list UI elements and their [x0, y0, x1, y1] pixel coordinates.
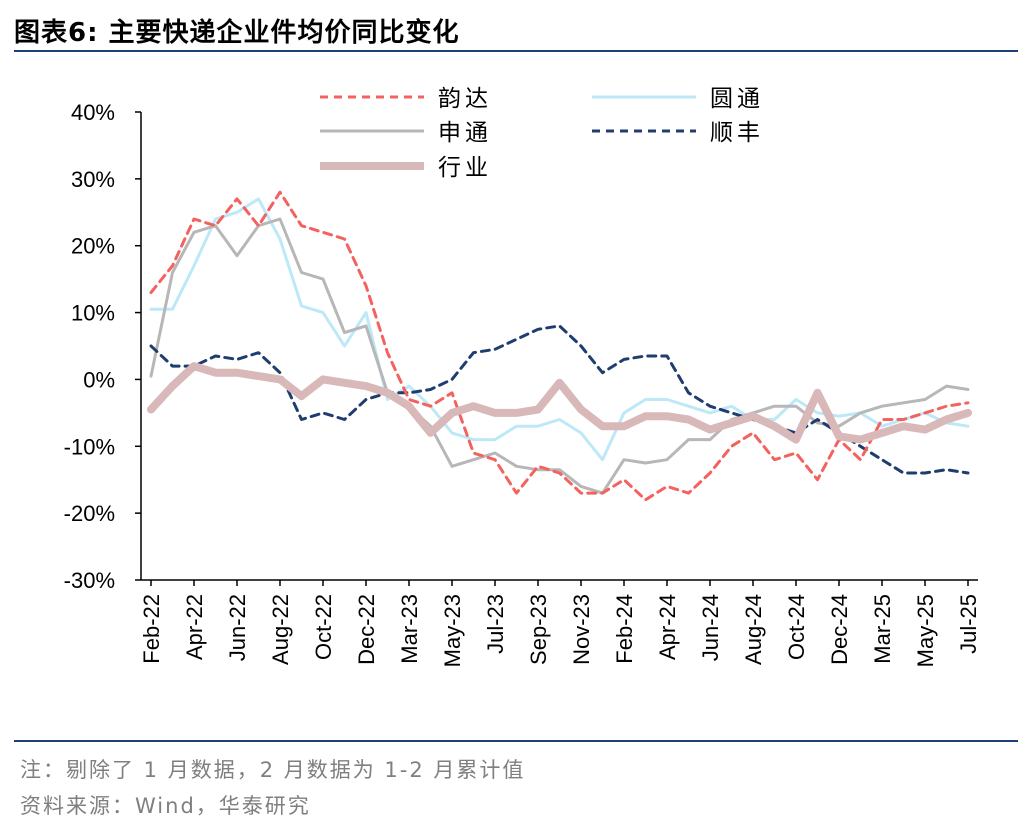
- x-tick-label: Aug-24: [741, 594, 766, 665]
- series-line-2: [149, 217, 970, 495]
- y-tick-label: 30%: [71, 167, 115, 192]
- series-line-4: [147, 362, 972, 444]
- x-tick-label: Feb-24: [612, 594, 637, 664]
- x-tick-label: Apr-24: [655, 594, 680, 660]
- x-tick-label: Dec-24: [827, 594, 852, 665]
- y-tick-label: 40%: [71, 100, 115, 125]
- x-tick-label: Jun-22: [225, 594, 250, 661]
- x-tick-label: Oct-22: [311, 594, 336, 660]
- footer-rule: [14, 740, 1018, 742]
- y-tick-label: -10%: [64, 434, 115, 459]
- legend-label: 行业: [438, 155, 492, 181]
- y-tick-label: 0%: [83, 367, 115, 392]
- x-tick-label: Oct-24: [784, 594, 809, 660]
- x-tick-label: Mar-23: [397, 594, 422, 664]
- series-line-3: [149, 324, 970, 475]
- x-tick-label: Jun-24: [698, 594, 723, 661]
- x-tick-label: Sep-23: [526, 594, 551, 665]
- series-line-0: [149, 190, 970, 502]
- x-tick-label: May-23: [440, 594, 465, 667]
- legend-label: 申通: [438, 120, 492, 146]
- chart-series-lines: [147, 190, 972, 502]
- x-tick-label: Aug-22: [268, 594, 293, 665]
- x-tick-label: Feb-22: [139, 594, 164, 664]
- x-tick-label: Apr-22: [182, 594, 207, 660]
- line-chart: -30% -20% -10% 0% 10% 20% 30% 40% Feb-22 Apr-22 Ju…: [64, 86, 981, 667]
- x-tick-label: May-25: [913, 594, 938, 667]
- chart-axes: -30% -20% -10% 0% 10% 20% 30% 40% Feb-22 Apr-22 Ju…: [64, 100, 981, 667]
- legend-label: 圆通: [710, 86, 764, 112]
- y-tick-label: 10%: [71, 301, 115, 326]
- y-tick-label: -30%: [64, 568, 115, 593]
- footnote: 注：剔除了 1 月数据，2 月数据为 1-2 月累计值: [20, 758, 526, 782]
- figure-title: 图表6: 主要快递企业件均价同比变化: [14, 18, 460, 48]
- x-tick-label: Nov-23: [569, 594, 594, 665]
- y-tick-label: 20%: [71, 234, 115, 259]
- y-tick-label: -20%: [64, 501, 115, 526]
- legend-label: 顺丰: [710, 120, 764, 146]
- x-tick-label: Mar-25: [870, 594, 895, 664]
- x-tick-label: Jul-25: [956, 594, 981, 654]
- x-tick-label: Dec-22: [354, 594, 379, 665]
- title-rule: [14, 50, 1018, 52]
- x-tick-label: Jul-23: [483, 594, 508, 654]
- legend-label: 韵达: [438, 86, 492, 112]
- source-note: 资料来源：Wind，华泰研究: [20, 794, 311, 818]
